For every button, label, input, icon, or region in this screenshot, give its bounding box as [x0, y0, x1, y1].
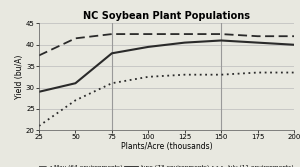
- Legend: May (64 environments), June (73 environments), July (11 environments): May (64 environments), June (73 environm…: [40, 165, 293, 167]
- Y-axis label: Yield (bu/A): Yield (bu/A): [15, 55, 24, 99]
- X-axis label: Plants/Acre (thousands): Plants/Acre (thousands): [121, 142, 212, 151]
- Title: NC Soybean Plant Populations: NC Soybean Plant Populations: [83, 11, 250, 21]
